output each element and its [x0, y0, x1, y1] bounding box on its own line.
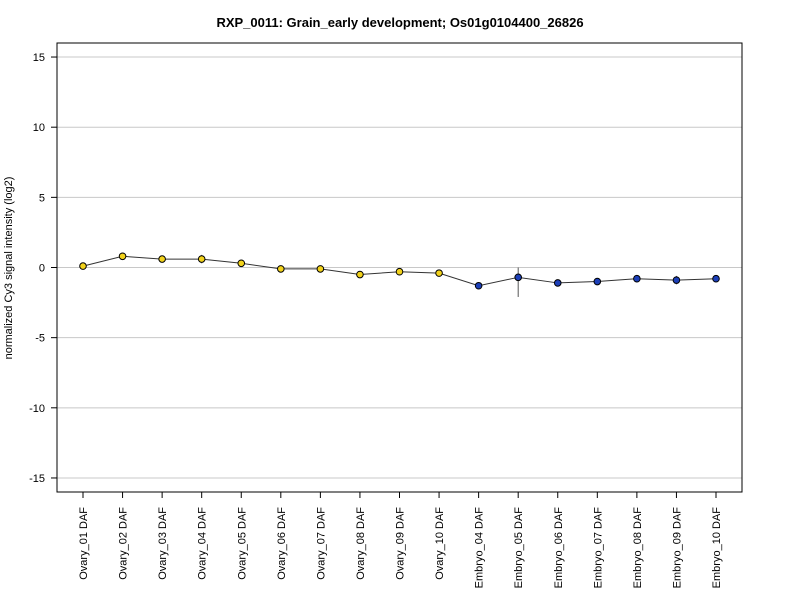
- data-point: [356, 270, 364, 279]
- data-point: [79, 262, 87, 270]
- x-tick-label: Ovary_09 DAF: [395, 507, 407, 580]
- grid-lines: [57, 56, 742, 479]
- y-tick-label: -10: [29, 403, 45, 415]
- y-tick-label: -15: [29, 473, 45, 485]
- x-axis: Ovary_01 DAF Ovary_02 DAF Ovary_03 DAF Ovar…: [78, 492, 723, 588]
- y-tick-label: 10: [33, 122, 45, 134]
- x-tick-label: Ovary_03 DAF: [157, 507, 169, 580]
- y-tick-label: 15: [33, 52, 45, 64]
- data-point: [395, 267, 404, 276]
- x-tick-label: Ovary_01 DAF: [78, 507, 90, 580]
- y-axis: -15 -10 -5 0 5 10 15: [29, 52, 57, 485]
- data-point: [277, 265, 285, 273]
- data-point: [514, 273, 522, 282]
- x-tick-label: Ovary_06 DAF: [276, 507, 288, 580]
- x-tick-label: Embryo_08 DAF: [632, 507, 644, 589]
- data-point: [158, 255, 166, 263]
- data-point: [553, 279, 562, 287]
- data-point: [237, 259, 246, 268]
- data-point: [712, 274, 720, 283]
- chart-title: RXP_0011: Grain_early development; Os01g…: [216, 15, 583, 30]
- x-tick-label: Embryo_09 DAF: [671, 507, 683, 589]
- x-tick-label: Embryo_06 DAF: [553, 507, 565, 589]
- x-tick-label: Ovary_02 DAF: [118, 507, 130, 580]
- x-tick-label: Ovary_04 DAF: [197, 507, 209, 580]
- x-tick-label: Ovary_10 DAF: [434, 507, 446, 580]
- data-point: [672, 276, 681, 284]
- data-point: [633, 274, 641, 283]
- y-axis-label: normalized Cy3 signal intensity (log2): [3, 177, 15, 360]
- x-tick-label: Embryo_05 DAF: [513, 507, 525, 589]
- x-tick-label: Embryo_07 DAF: [592, 507, 604, 589]
- data-point: [316, 265, 325, 273]
- data-point: [197, 255, 206, 263]
- data-point: [118, 252, 127, 261]
- y-tick-label: 0: [39, 263, 45, 275]
- x-tick-label: Ovary_05 DAF: [236, 507, 248, 580]
- x-tick-label: Ovary_07 DAF: [315, 507, 327, 580]
- y-tick-label: 5: [39, 192, 45, 204]
- data-point: [435, 269, 443, 277]
- y-tick-label: -5: [35, 333, 45, 345]
- data-point: [474, 281, 483, 290]
- data-point: [593, 277, 602, 286]
- x-tick-label: Ovary_08 DAF: [355, 507, 367, 580]
- x-tick-label: Embryo_04 DAF: [474, 507, 486, 589]
- x-tick-label: Embryo_10 DAF: [711, 507, 723, 589]
- series: [79, 252, 720, 297]
